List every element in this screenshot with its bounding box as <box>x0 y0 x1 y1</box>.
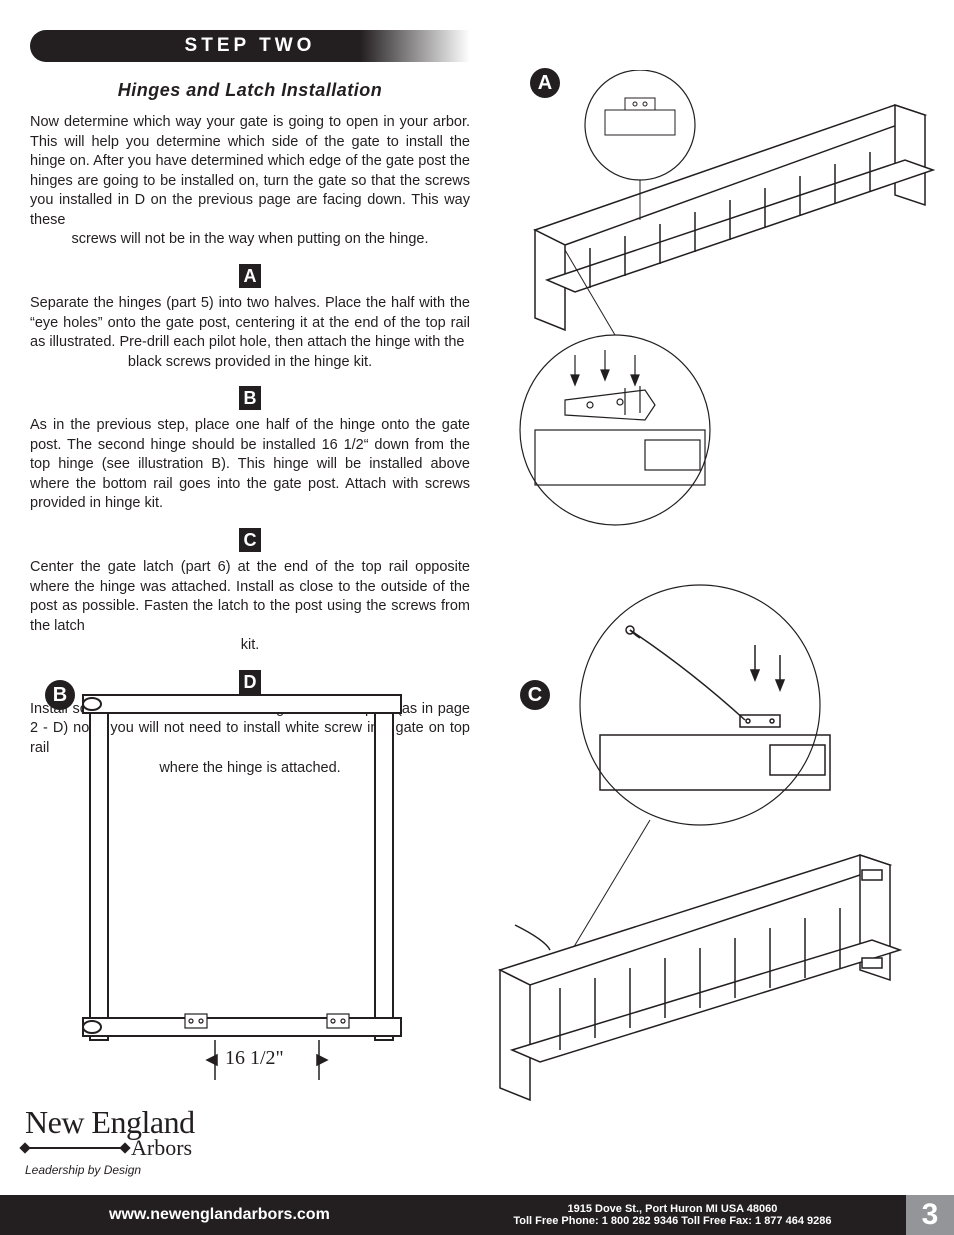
footer-phones: Toll Free Phone: 1 800 282 9346 Toll Fre… <box>447 1215 898 1227</box>
footer-bar: www.newenglandarbors.com 1915 Dove St., … <box>0 1195 954 1235</box>
footer-contact: 1915 Dove St., Port Huron MI USA 48060 T… <box>439 1195 906 1235</box>
logo-divider-icon <box>25 1147 125 1149</box>
section-b-label-row: B <box>30 382 470 416</box>
section-a-text: Separate the hinges (part 5) into two ha… <box>30 294 470 372</box>
page: STEP TWO Hinges and Latch Installation N… <box>0 0 954 1235</box>
section-a-tail: black screws provided in the hinge kit. <box>30 353 470 373</box>
section-a-label: A <box>239 264 261 288</box>
step-header-bar: STEP TWO <box>30 30 470 62</box>
section-a-label-row: A <box>30 260 470 294</box>
logo-tagline: Leadership by Design <box>25 1163 265 1177</box>
brand-logo: New England Arbors Leadership by Design <box>25 1104 265 1177</box>
intro-paragraph: Now determine which way your gate is goi… <box>30 113 470 250</box>
intro-tail: screws will not be in the way when putti… <box>30 230 470 250</box>
step-header-text: STEP TWO <box>185 35 316 57</box>
page-number: 3 <box>906 1195 954 1235</box>
footer-address: 1915 Dove St., Port Huron MI USA 48060 <box>447 1203 898 1215</box>
section-c-body: Center the gate latch (part 6) at the en… <box>30 559 470 634</box>
diagram-c <box>490 540 935 1140</box>
section-c-label: C <box>239 528 261 552</box>
section-c-text: Center the gate latch (part 6) at the en… <box>30 558 470 656</box>
section-b-label: B <box>239 386 261 410</box>
section-c-tail: kit. <box>30 636 470 656</box>
footer-url: www.newenglandarbors.com <box>0 1195 439 1235</box>
logo-line2: Arbors <box>131 1135 192 1161</box>
diagram-b-dimension: 16 1/2" <box>225 1047 284 1070</box>
section-c-label-row: C <box>30 524 470 558</box>
section-a-body: Separate the hinges (part 5) into two ha… <box>30 295 470 350</box>
diagram-a <box>495 70 935 540</box>
subtitle: Hinges and Latch Installation <box>30 80 470 101</box>
diagram-b: 16 1/2" <box>35 680 435 1090</box>
section-b-text: As in the previous step, place one half … <box>30 416 470 514</box>
intro-text: Now determine which way your gate is goi… <box>30 114 470 228</box>
